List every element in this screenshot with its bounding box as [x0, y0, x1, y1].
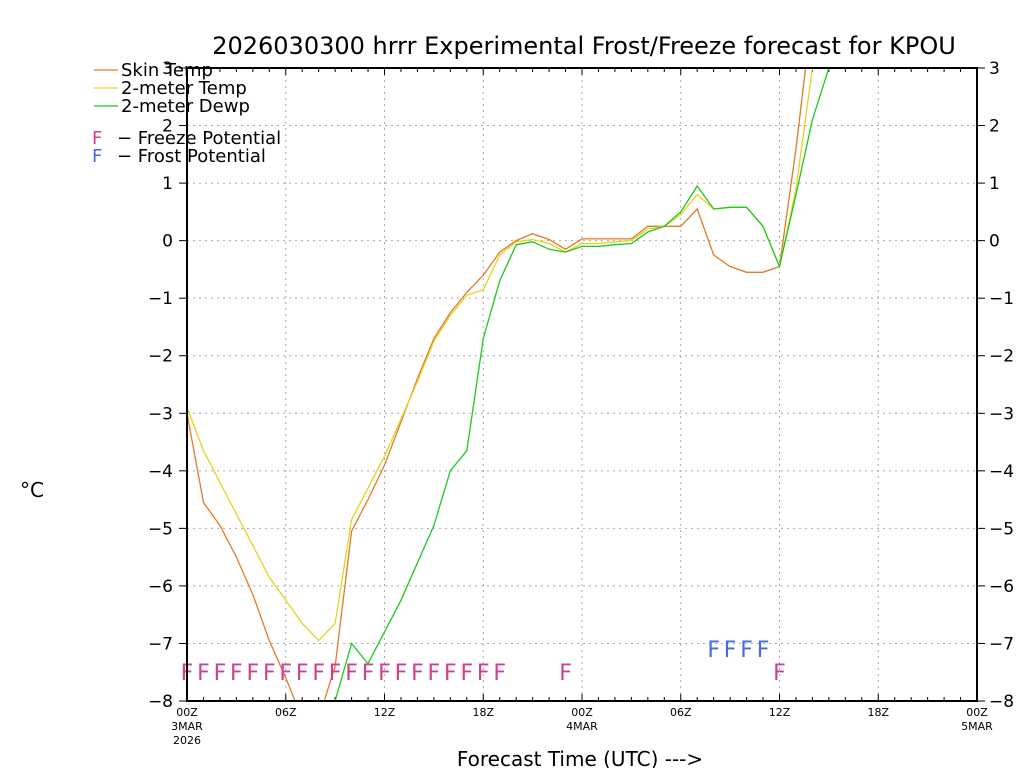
series-lines: [187, 68, 830, 701]
x-tick-label: 18Z: [472, 706, 494, 719]
x-tick-label: 18Z: [867, 706, 889, 719]
y-tick-label-right: 3: [989, 59, 1000, 79]
y-tick-label-right: −4: [989, 462, 1014, 482]
x-tick-year: 2026: [173, 734, 201, 747]
y-tick-label: −3: [148, 404, 173, 424]
y-tick-label: −1: [148, 289, 173, 309]
y-tick-label: 1: [162, 174, 173, 194]
flag-legend-letter: F: [92, 146, 102, 167]
freeze-flag: F: [247, 661, 260, 686]
axis-ticks: −8 −8 −7 −7 −6 −6 −5 −5 −4 −4 −3 −3 −2 −2 −1 −1 0 0 1 1 2 2 3 3…: [148, 59, 1014, 747]
freeze-flag: F: [493, 661, 506, 686]
x-tick-label: 12Z: [769, 706, 791, 719]
x-tick-date: 4MAR: [566, 720, 598, 733]
y-axis-label: °C: [20, 478, 44, 502]
freeze-flag: F: [263, 661, 276, 686]
freeze-flag: F: [444, 661, 457, 686]
flag-legend-label: − Freeze Potential: [117, 128, 281, 149]
potential-flags: F F F F F F F F F F F F F F F F F F F F F FF F F F: [181, 638, 786, 686]
freeze-flag: F: [279, 661, 292, 686]
plot-frame: [186, 67, 978, 702]
x-tick-label: 00Z: [571, 706, 593, 719]
series-2-meter-temp-line: [187, 68, 814, 642]
freeze-flag: F: [214, 661, 227, 686]
series-2-meter-dewp-line: [334, 68, 830, 701]
y-tick-label-right: −3: [989, 404, 1014, 424]
legend-label: 2-meter Dewp: [121, 96, 250, 117]
y-tick-label-right: −7: [989, 634, 1014, 654]
legend-label: Skin Temp: [121, 60, 213, 81]
frost-flag: F: [740, 638, 753, 663]
y-tick-label-right: −5: [989, 519, 1014, 539]
y-tick-label: 3: [162, 59, 173, 79]
freeze-flag: F: [329, 661, 342, 686]
y-tick-label-right: 0: [989, 232, 1000, 252]
freeze-flag: F: [411, 661, 424, 686]
frost-flag: F: [757, 638, 770, 663]
y-tick-label-right: −1: [989, 289, 1014, 309]
freeze-flag: F: [378, 661, 391, 686]
x-tick-label: 12Z: [374, 706, 396, 719]
y-tick-label: 2: [162, 117, 173, 137]
freeze-flag: F: [395, 661, 408, 686]
freeze-flag: F: [477, 661, 490, 686]
freeze-flag: F: [773, 661, 786, 686]
legend-label: 2-meter Temp: [121, 78, 247, 99]
freeze-flag: F: [345, 661, 358, 686]
flag-legend-label: − Frost Potential: [117, 146, 266, 167]
freeze-flag: F: [197, 661, 210, 686]
frost-flag: F: [707, 638, 720, 663]
y-tick-label: −5: [148, 519, 173, 539]
y-tick-label-right: 2: [989, 117, 1000, 137]
x-tick-label: 00Z: [966, 706, 988, 719]
y-tick-label-right: −6: [989, 577, 1014, 597]
y-tick-label: −7: [148, 634, 173, 654]
series-skin-temp-line: [187, 68, 807, 701]
freeze-flag: F: [559, 661, 572, 686]
y-tick-label: −8: [148, 692, 173, 712]
x-tick-label: 06Z: [275, 706, 297, 719]
x-axis-label: Forecast Time (UTC) --->: [457, 747, 703, 768]
freeze-flag: F: [312, 661, 325, 686]
x-tick-date: 5MAR: [961, 720, 993, 733]
freeze-flag: F: [460, 661, 473, 686]
x-tick-date: 3MAR: [171, 720, 203, 733]
y-tick-label-right: −8: [989, 692, 1014, 712]
x-tick-label: 00Z: [176, 706, 198, 719]
freeze-flag: F: [296, 661, 309, 686]
y-tick-label: −4: [148, 462, 173, 482]
freeze-flag: F: [428, 661, 441, 686]
grid-lines: [187, 68, 977, 701]
y-tick-label-right: −2: [989, 347, 1014, 367]
freeze-flag: F: [230, 661, 243, 686]
chart-title: 2026030300 hrrr Experimental Frost/Freez…: [212, 32, 956, 60]
y-tick-label: −6: [148, 577, 173, 597]
frost-flag: F: [724, 638, 737, 663]
freeze-flag: F: [362, 661, 375, 686]
y-tick-label: 0: [162, 232, 173, 252]
x-tick-label: 06Z: [670, 706, 692, 719]
y-tick-label: −2: [148, 347, 173, 367]
flag-legend-letter: F: [92, 128, 102, 149]
y-tick-label-right: 1: [989, 174, 1000, 194]
